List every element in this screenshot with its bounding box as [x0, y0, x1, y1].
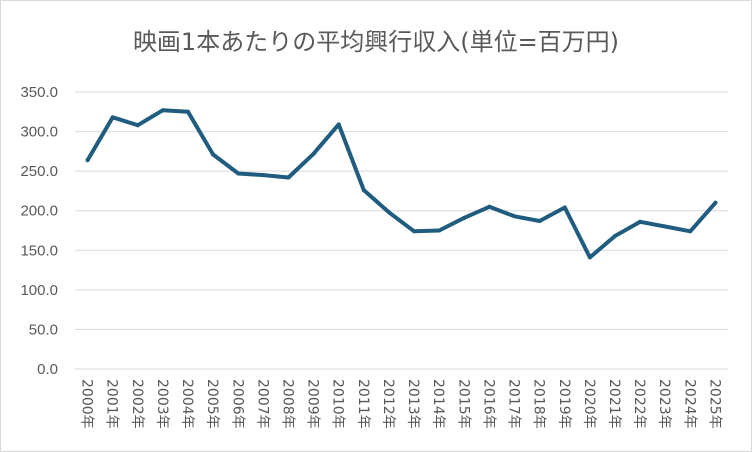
- x-tick-label: 2019年: [556, 379, 572, 429]
- data-point: [286, 175, 291, 180]
- series-layer: [85, 108, 718, 260]
- data-point: [412, 229, 417, 234]
- x-tick-label: 2007年: [254, 379, 270, 429]
- x-tick-label: 2009年: [305, 379, 321, 429]
- x-tick-label: 2024年: [681, 379, 697, 429]
- series-line: [85, 108, 718, 260]
- y-tick-label: 250.0: [20, 163, 58, 180]
- x-tick-label: 2002年: [129, 379, 145, 429]
- data-point: [261, 173, 266, 178]
- data-point: [537, 219, 542, 224]
- data-point: [688, 229, 693, 234]
- y-tick-label: 50.0: [29, 321, 58, 338]
- x-tick-label: 2015年: [455, 379, 471, 429]
- data-point: [512, 214, 517, 219]
- data-point: [612, 234, 617, 239]
- x-tick-label: 2005年: [204, 379, 220, 429]
- data-point: [85, 158, 90, 163]
- data-point: [487, 204, 492, 209]
- x-tick-label: 2006年: [229, 379, 245, 429]
- data-point: [336, 122, 341, 127]
- y-tick-label: 200.0: [20, 203, 58, 220]
- x-tick-label: 2010年: [330, 379, 346, 429]
- y-tick-label: 150.0: [20, 242, 58, 259]
- data-point: [160, 108, 165, 113]
- data-point: [361, 188, 366, 193]
- data-point: [663, 224, 668, 229]
- x-tick-label: 2011年: [355, 379, 371, 429]
- data-point: [386, 210, 391, 215]
- data-point: [311, 151, 316, 156]
- x-tick-label: 2004年: [179, 379, 195, 429]
- data-point: [587, 255, 592, 260]
- gridlines: [75, 91, 728, 370]
- x-tick-label: 2003年: [154, 379, 170, 429]
- data-point: [236, 171, 241, 176]
- x-tick-label: 2023年: [656, 379, 672, 429]
- x-axis-ticks: 2000年 2001年 2002年 2003年 2004年 2005年 2006年 2007年…: [79, 379, 723, 429]
- data-point: [135, 123, 140, 128]
- x-tick-label: 2008年: [279, 379, 295, 429]
- data-point: [713, 200, 718, 205]
- y-tick-label: 350.0: [20, 84, 58, 101]
- x-tick-label: 2014年: [430, 379, 446, 429]
- data-point: [462, 215, 467, 220]
- x-tick-label: 2022年: [631, 379, 647, 429]
- x-tick-label: 2025年: [706, 379, 722, 429]
- x-tick-label: 2016年: [480, 379, 496, 429]
- x-tick-label: 2012年: [380, 379, 396, 429]
- x-tick-label: 2021年: [606, 379, 622, 429]
- data-point: [110, 115, 115, 120]
- y-tick-label: 100.0: [20, 282, 58, 299]
- data-point: [638, 219, 643, 224]
- chart-title: 映画1本あたりの平均興行収入(単位=百万円): [132, 28, 620, 56]
- data-point: [562, 205, 567, 210]
- data-point: [437, 228, 442, 233]
- x-tick-label: 2020年: [581, 379, 597, 429]
- x-tick-label: 2018年: [531, 379, 547, 429]
- data-point: [211, 152, 216, 157]
- x-tick-label: 2013年: [405, 379, 421, 429]
- y-axis-ticks: 0.0 50.0 100.0 150.0 200.0 250.0 300.0 350.0: [20, 84, 58, 378]
- x-tick-label: 2000年: [79, 379, 95, 429]
- y-tick-label: 300.0: [20, 124, 58, 141]
- x-tick-label: 2001年: [104, 379, 120, 429]
- y-tick-label: 0.0: [37, 361, 58, 378]
- x-tick-label: 2017年: [506, 379, 522, 429]
- data-point: [186, 109, 191, 114]
